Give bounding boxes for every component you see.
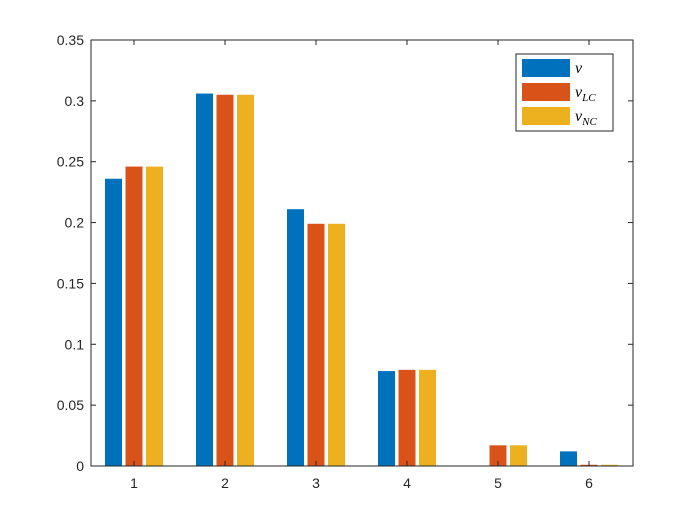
y-tick-label: 0.2 <box>65 215 85 231</box>
x-tick-label: 3 <box>312 475 320 491</box>
legend-label-main: v <box>575 60 583 77</box>
legend-label-subscript: LC <box>581 92 596 104</box>
legend-label-1: vLC <box>575 84 596 104</box>
bar-series-1-cat-3 <box>307 223 325 466</box>
y-tick-label: 0.15 <box>57 275 84 291</box>
bar-series-1-cat-5 <box>489 445 507 466</box>
bar-series-1-cat-1 <box>125 166 143 466</box>
x-tick-label: 1 <box>130 475 138 491</box>
bar-series-1-cat-2 <box>216 94 234 467</box>
axes-layer: 0 0.05 0.1 0.15 0.2 0.25 0.3 0.35 1 2 3 4 5 6 <box>57 32 634 491</box>
bar-series-1-cat-4 <box>398 369 416 466</box>
y-tick-label: 0 <box>76 458 84 474</box>
y-tick-label: 0.05 <box>57 397 84 413</box>
axes-box <box>90 39 634 467</box>
x-tick-label: 2 <box>221 475 229 491</box>
y-tick-label: 0.3 <box>65 93 85 109</box>
bar-series-2-cat-5 <box>510 445 527 466</box>
y-tick-label: 0.25 <box>57 154 84 170</box>
x-tick-label: 6 <box>585 475 593 491</box>
bar-series-0-cat-2 <box>196 93 213 466</box>
bar-series-2-cat-4 <box>419 369 436 466</box>
legend-label-main: v <box>575 84 583 101</box>
x-tick-label: 4 <box>403 475 411 491</box>
x-tick-label: 5 <box>494 475 502 491</box>
bar-series-0-cat-4 <box>378 371 395 466</box>
bar-series-0-cat-3 <box>287 209 304 466</box>
bar-series-2-cat-2 <box>237 94 254 467</box>
legend-swatch-0 <box>522 59 570 77</box>
legend-swatch-2 <box>522 107 570 125</box>
bar-series-0-cat-1 <box>105 178 122 467</box>
legend-label-0: v <box>575 60 583 77</box>
bar-series-2-cat-6 <box>601 464 618 466</box>
y-tick-label: 0.35 <box>57 32 84 48</box>
legend-label-main: v <box>575 108 583 125</box>
bar-series-0-cat-6 <box>560 451 577 466</box>
legend-label-2: vNC <box>575 108 597 128</box>
legend-label-subscript: NC <box>581 116 597 128</box>
bar-series-2-cat-3 <box>328 223 345 466</box>
legend-swatch-1 <box>522 83 570 101</box>
y-tick-label: 0.1 <box>65 336 85 352</box>
bar-series-2-cat-1 <box>146 166 163 466</box>
